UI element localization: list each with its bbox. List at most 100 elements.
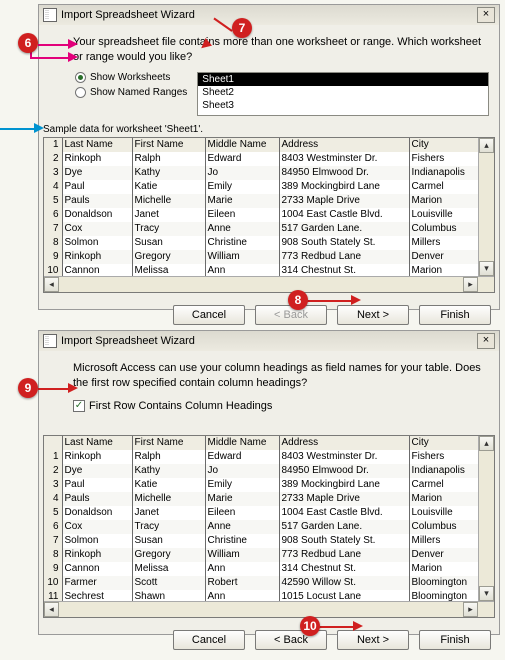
cell: Ann xyxy=(205,562,279,576)
cell: Kathy xyxy=(132,166,205,180)
table-row: 7CoxTracyAnne517 Garden Lane.ColumbusOH5… xyxy=(44,222,495,236)
cell: 773 Redbud Lane xyxy=(279,250,409,264)
col-header: Last Name xyxy=(62,436,132,450)
cell: 908 South Stately St. xyxy=(279,236,409,250)
row-number: 3 xyxy=(44,166,62,180)
vertical-scrollbar[interactable]: ▴ ▾ xyxy=(478,138,494,276)
blue-pointer-head xyxy=(34,123,44,133)
callout-8: 8 xyxy=(288,290,308,310)
checkbox-icon[interactable] xyxy=(73,400,85,412)
cell: 389 Mockingbird Lane xyxy=(279,478,409,492)
cell: Katie xyxy=(132,478,205,492)
cancel-button[interactable]: Cancel xyxy=(173,305,245,325)
callout-6: 6 xyxy=(18,33,38,53)
cell: Scott xyxy=(132,576,205,590)
sample-table-wrap: 1 Last Name First Name Middle Name Addre… xyxy=(43,137,495,293)
callout-9-head xyxy=(68,383,78,393)
horizontal-scrollbar[interactable]: ◂ ▸ xyxy=(44,276,494,292)
scroll-down-icon[interactable]: ▾ xyxy=(479,586,494,601)
col-header: City xyxy=(409,436,487,450)
cell: Solmon xyxy=(62,236,132,250)
cell: Katie xyxy=(132,180,205,194)
radio-show-worksheets[interactable]: Show Worksheets xyxy=(75,72,187,83)
row-num-header xyxy=(44,436,62,450)
table-row: 6DonaldsonJanetEileen1004 East Castle Bl… xyxy=(44,208,495,222)
checkbox-label: First Row Contains Column Headings xyxy=(89,400,272,412)
cell: Michelle xyxy=(132,194,205,208)
cell: Janet xyxy=(132,506,205,520)
cell: Janet xyxy=(132,208,205,222)
cell: Marion xyxy=(409,492,487,506)
titlebar[interactable]: Import Spreadsheet Wizard × xyxy=(39,5,499,25)
sheet-list[interactable]: Sheet1 Sheet2 Sheet3 xyxy=(197,72,489,116)
cell: Michelle xyxy=(132,492,205,506)
col-header: Middle Name xyxy=(205,138,279,152)
cell: Carmel xyxy=(409,180,487,194)
cell: Solmon xyxy=(62,534,132,548)
close-button[interactable]: × xyxy=(477,7,495,23)
cell: Rinkoph xyxy=(62,548,132,562)
cell: Pauls xyxy=(62,194,132,208)
scroll-up-icon[interactable]: ▴ xyxy=(479,138,494,153)
cell: Jo xyxy=(205,464,279,478)
list-item[interactable]: Sheet1 xyxy=(198,73,488,86)
horizontal-scrollbar[interactable]: ◂ ▸ xyxy=(44,601,494,617)
table-row: 10FarmerScottRobert42590 Willow St.Bloom… xyxy=(44,576,495,590)
table-row: 4PaulsMichelleMarie2733 Maple DriveMario… xyxy=(44,492,495,506)
row-number: 4 xyxy=(44,180,62,194)
radio-show-ranges[interactable]: Show Named Ranges xyxy=(75,87,187,98)
row-number: 9 xyxy=(44,562,62,576)
cell: Millers xyxy=(409,236,487,250)
cell: Sechrest xyxy=(62,292,132,293)
button-row: Cancel < Back Next > Finish xyxy=(39,620,499,660)
cell: 8403 Westminster Dr. xyxy=(279,450,409,464)
table-row: 5DonaldsonJanetEileen1004 East Castle Bl… xyxy=(44,506,495,520)
list-item[interactable]: Sheet2 xyxy=(198,86,488,99)
cell: Millers xyxy=(409,534,487,548)
cell: Pauls xyxy=(62,492,132,506)
col-header: Address xyxy=(279,436,409,450)
table-row: 2DyeKathyJo84950 Elmwood Dr.Indianapolis… xyxy=(44,464,495,478)
row-number: 5 xyxy=(44,194,62,208)
cell: Indianapolis xyxy=(409,464,487,478)
scroll-corner xyxy=(479,277,494,292)
cell: Kathy xyxy=(132,464,205,478)
callout-6-head-b xyxy=(68,52,78,62)
spreadsheet-icon xyxy=(43,334,57,348)
finish-button[interactable]: Finish xyxy=(419,630,491,650)
scroll-down-icon[interactable]: ▾ xyxy=(479,261,494,276)
cell: Emily xyxy=(205,180,279,194)
cell: Columbus xyxy=(409,222,487,236)
cell: Paul xyxy=(62,478,132,492)
row-number: 3 xyxy=(44,478,62,492)
cell: Marie xyxy=(205,194,279,208)
headings-checkbox-row[interactable]: First Row Contains Column Headings xyxy=(39,398,499,418)
cell: Denver xyxy=(409,548,487,562)
scroll-corner xyxy=(479,602,494,617)
cell: Melissa xyxy=(132,562,205,576)
table-row: 7SolmonSusanChristine908 South Stately S… xyxy=(44,534,495,548)
cancel-button[interactable]: Cancel xyxy=(173,630,245,650)
scroll-left-icon[interactable]: ◂ xyxy=(44,602,59,617)
close-button[interactable]: × xyxy=(477,333,495,349)
scroll-up-icon[interactable]: ▴ xyxy=(479,436,494,451)
table-row: 2RinkophRalphEdward8403 Westminster Dr.F… xyxy=(44,152,495,166)
table-row: 5PaulsMichelleMarie2733 Maple DriveMario… xyxy=(44,194,495,208)
titlebar[interactable]: Import Spreadsheet Wizard × xyxy=(39,331,499,351)
spreadsheet-icon xyxy=(43,8,57,22)
next-button[interactable]: Next > xyxy=(337,630,409,650)
cell: Eileen xyxy=(205,208,279,222)
cell: Tracy xyxy=(132,520,205,534)
cell: Anne xyxy=(205,222,279,236)
scroll-right-icon[interactable]: ▸ xyxy=(463,277,478,292)
cell: Marion xyxy=(409,562,487,576)
list-item[interactable]: Sheet3 xyxy=(198,99,488,112)
next-button[interactable]: Next > xyxy=(337,305,409,325)
row-number: 8 xyxy=(44,548,62,562)
col-header: First Name xyxy=(132,436,205,450)
scroll-left-icon[interactable]: ◂ xyxy=(44,277,59,292)
cell: Marie xyxy=(205,492,279,506)
finish-button[interactable]: Finish xyxy=(419,305,491,325)
scroll-right-icon[interactable]: ▸ xyxy=(463,602,478,617)
vertical-scrollbar[interactable]: ▴ ▾ xyxy=(478,436,494,601)
